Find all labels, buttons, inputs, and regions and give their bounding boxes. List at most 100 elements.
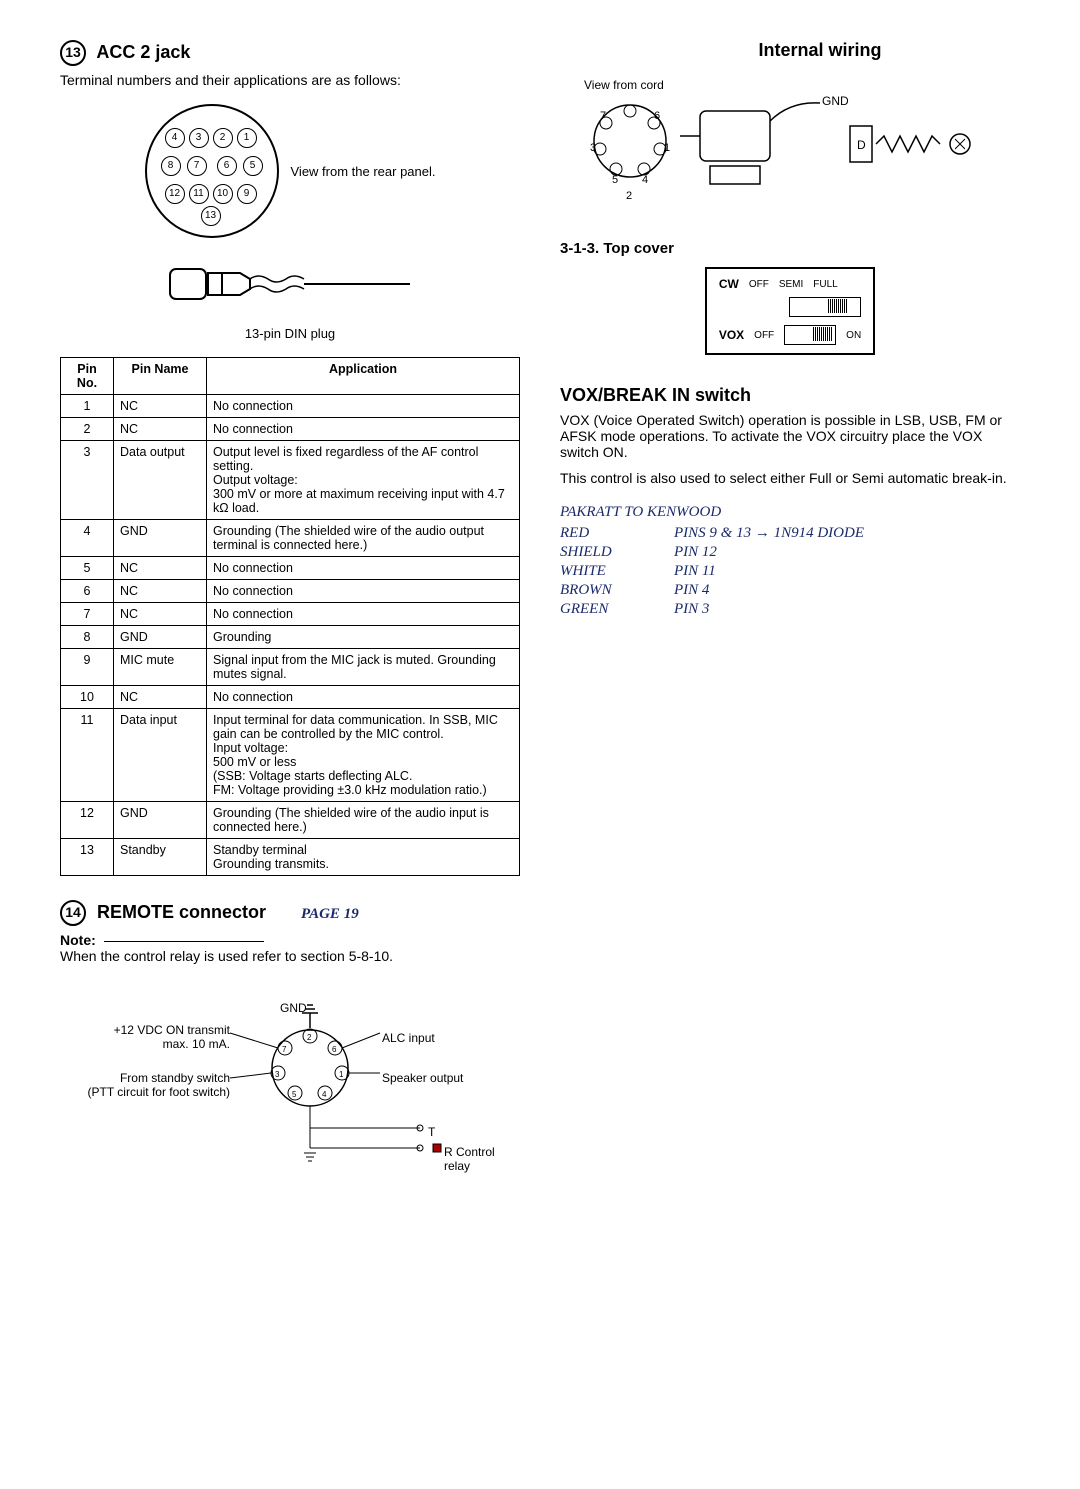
- cell-pinname: GND: [114, 626, 207, 649]
- on-label: ON: [846, 330, 861, 341]
- pakratt-notes: PAKRATT TO KENWOOD REDPINS 9 & 13 → 1N91…: [560, 504, 1020, 618]
- cell-pinno: 12: [61, 802, 114, 839]
- table-row: 8GNDGrounding: [61, 626, 520, 649]
- din-pin-1: 1: [237, 128, 257, 148]
- table-row: 1NCNo connection: [61, 395, 520, 418]
- cell-pinname: NC: [114, 395, 207, 418]
- remote-title: REMOTE connector: [97, 902, 266, 922]
- svg-text:5: 5: [612, 174, 618, 186]
- table-row: 10NCNo connection: [61, 686, 520, 709]
- pakratt-pin: PIN 3: [674, 601, 709, 618]
- cell-pinno: 9: [61, 649, 114, 686]
- label-speaker: Speaker output: [382, 1071, 463, 1085]
- semi-label: SEMI: [779, 279, 803, 290]
- svg-text:7: 7: [282, 1045, 287, 1054]
- cell-pinname: Standby: [114, 839, 207, 876]
- cell-pinname: NC: [114, 557, 207, 580]
- label-alc: ALC input: [382, 1031, 435, 1045]
- cell-pinname: Data input: [114, 709, 207, 802]
- pin-table: Pin No. Pin Name Application 1NCNo conne…: [60, 357, 520, 876]
- din-pin-11: 11: [189, 184, 209, 204]
- cell-app: No connection: [207, 580, 520, 603]
- cell-pinno: 2: [61, 418, 114, 441]
- din-diagram: 1 2 3 4 5 6 7 8 9 10 11 12 13 View from …: [60, 104, 520, 243]
- svg-text:6: 6: [654, 110, 660, 122]
- cell-pinname: GND: [114, 802, 207, 839]
- cell-app: No connection: [207, 603, 520, 626]
- cell-app: Grounding: [207, 626, 520, 649]
- voxbreak-p1: VOX (Voice Operated Switch) operation is…: [560, 412, 1020, 460]
- vox-slider[interactable]: [784, 325, 836, 345]
- pakratt-pin: PIN 12: [674, 544, 717, 561]
- off2-label: OFF: [754, 330, 774, 341]
- cell-pinname: NC: [114, 418, 207, 441]
- svg-text:GND: GND: [822, 94, 849, 108]
- label-t: T: [428, 1125, 435, 1139]
- svg-text:5: 5: [292, 1090, 297, 1099]
- pakratt-row: BROWN PIN 4: [560, 582, 1020, 599]
- svg-text:1: 1: [339, 1070, 344, 1079]
- din-pin-2: 2: [213, 128, 233, 148]
- table-row: 12GNDGrounding (The shielded wire of the…: [61, 802, 520, 839]
- cell-app: No connection: [207, 686, 520, 709]
- cell-app: No connection: [207, 418, 520, 441]
- remote-heading: 14 REMOTE connector PAGE 19: [60, 900, 520, 926]
- table-row: 13StandbyStandby terminal Grounding tran…: [61, 839, 520, 876]
- svg-text:2: 2: [307, 1033, 312, 1042]
- pakratt-color: RED: [560, 525, 650, 542]
- th-app: Application: [207, 358, 520, 395]
- full-label: FULL: [813, 279, 837, 290]
- acc2-title: ACC 2 jack: [96, 42, 190, 62]
- cell-app: Grounding (The shielded wire of the audi…: [207, 802, 520, 839]
- off1-label: OFF: [749, 279, 769, 290]
- svg-text:4: 4: [642, 174, 648, 186]
- pakratt-color: BROWN: [560, 582, 650, 599]
- din-pin-6: 6: [217, 156, 237, 176]
- remote-diagram: 2 6 1 4 5 3 7: [60, 978, 520, 1173]
- label-standby: From standby switch (PTT circuit for foo…: [60, 1071, 230, 1099]
- label-vdc: +12 VDC ON transmit max. 10 mA.: [60, 1023, 230, 1051]
- svg-text:4: 4: [322, 1090, 327, 1099]
- svg-text:2: 2: [626, 190, 632, 202]
- th-pinname: Pin Name: [114, 358, 207, 395]
- note-text: When the control relay is used refer to …: [60, 948, 520, 964]
- cell-pinno: 6: [61, 580, 114, 603]
- cell-pinno: 13: [61, 839, 114, 876]
- svg-text:3: 3: [590, 142, 596, 154]
- svg-text:D: D: [857, 138, 866, 152]
- table-row: 5NCNo connection: [61, 557, 520, 580]
- topcover-heading: 3-1-3. Top cover: [560, 240, 1020, 257]
- svg-text:1: 1: [664, 142, 670, 154]
- cell-app: Output level is fixed regardless of the …: [207, 441, 520, 520]
- cell-pinno: 5: [61, 557, 114, 580]
- note-label: Note:: [60, 932, 520, 948]
- pakratt-row: RED PINS 9 & 13 → 1N914 DIODE: [560, 525, 1020, 542]
- plug-drawing: [60, 259, 520, 314]
- pakratt-color: SHIELD: [560, 544, 650, 561]
- cell-pinname: Data output: [114, 441, 207, 520]
- pakratt-pin: PIN 4: [674, 582, 709, 599]
- cell-pinname: NC: [114, 686, 207, 709]
- din-pin-5: 5: [243, 156, 263, 176]
- page-note: PAGE 19: [301, 906, 359, 922]
- table-row: 9MIC muteSignal input from the MIC jack …: [61, 649, 520, 686]
- din-pin-3: 3: [189, 128, 209, 148]
- svg-text:3: 3: [275, 1070, 280, 1079]
- table-row: 3Data outputOutput level is fixed regard…: [61, 441, 520, 520]
- cell-app: No connection: [207, 557, 520, 580]
- pakratt-row: SHIELD PIN 12: [560, 544, 1020, 561]
- din-pin-13: 13: [201, 206, 221, 226]
- svg-text:7: 7: [600, 110, 606, 122]
- din-pin-7: 7: [187, 156, 207, 176]
- internal-title: Internal wiring: [620, 40, 1020, 61]
- din-pin-12: 12: [165, 184, 185, 204]
- cell-pinno: 10: [61, 686, 114, 709]
- label-relay: R Control relay: [444, 1145, 520, 1173]
- cw-slider[interactable]: [789, 297, 861, 317]
- cell-pinno: 7: [61, 603, 114, 626]
- din-pin-8: 8: [161, 156, 181, 176]
- table-row: 2NCNo connection: [61, 418, 520, 441]
- pakratt-pin: PIN 11: [674, 563, 716, 580]
- pakratt-pin: PINS 9 & 13 → 1N914 DIODE: [674, 525, 864, 542]
- din-pin-4: 4: [165, 128, 185, 148]
